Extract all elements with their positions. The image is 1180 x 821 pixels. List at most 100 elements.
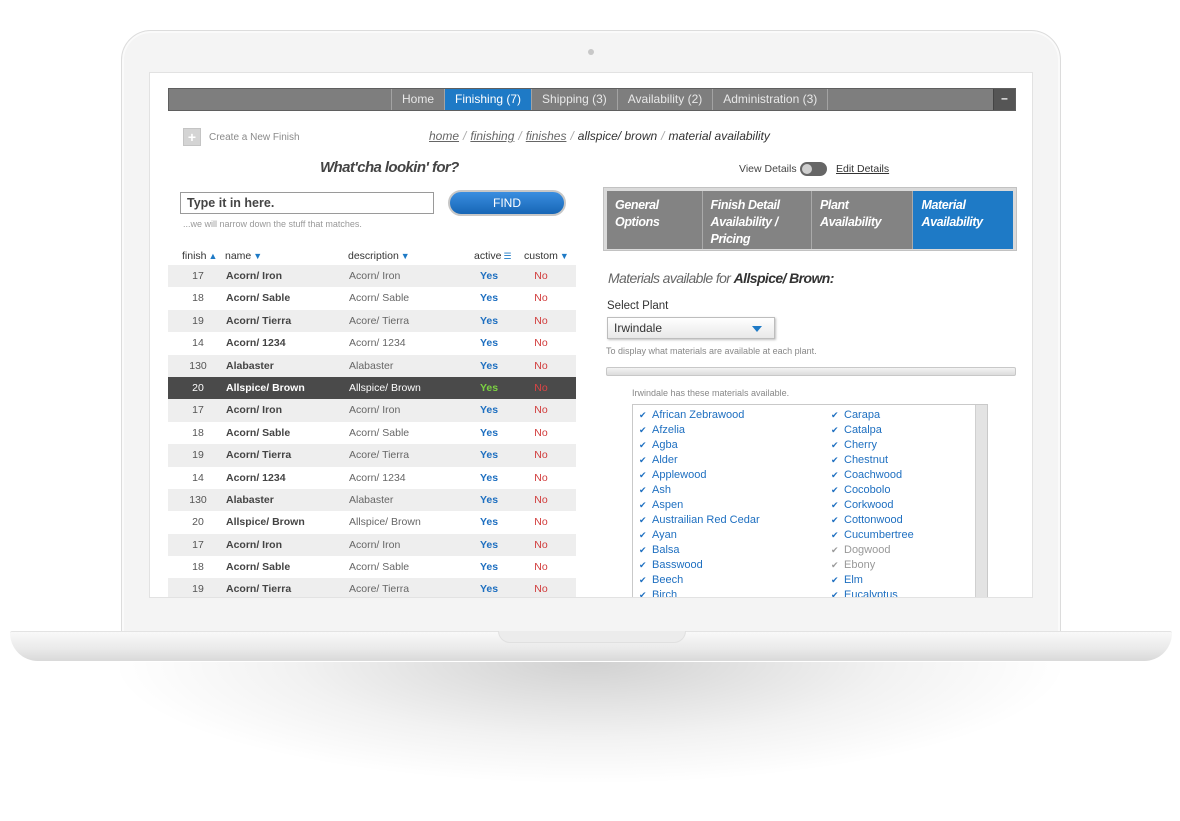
nav-finishing[interactable]: Finishing (7) bbox=[444, 89, 532, 110]
col-description[interactable]: description ▼ bbox=[348, 250, 410, 262]
col-active[interactable]: active ☰ bbox=[474, 250, 512, 262]
material-item[interactable]: ✔ Corkwood bbox=[831, 499, 914, 514]
material-item[interactable]: ✔ Cocobolo bbox=[831, 484, 914, 499]
breadcrumb-home[interactable]: home bbox=[429, 129, 460, 143]
description-cell: Allspice/ Brown bbox=[349, 516, 421, 529]
search-heading: What'cha lookin' for? bbox=[320, 159, 459, 176]
finish-cell: 18 bbox=[192, 561, 204, 574]
active-cell: Yes bbox=[479, 426, 499, 439]
material-item[interactable]: ✔ Catalpa bbox=[831, 424, 914, 439]
find-button[interactable]: FIND bbox=[448, 190, 566, 216]
description-cell: Acore/ Tierra bbox=[349, 583, 410, 596]
active-cell: Yes bbox=[479, 538, 499, 551]
table-row[interactable]: 20 Allspice/ Brown Allspice/ Brown Yes No bbox=[168, 511, 576, 533]
material-label: Balsa bbox=[652, 544, 680, 556]
materials-list: ✔ African Zebrawood ✔ Afzelia ✔ Agba ✔ Alder ✔ Ap… bbox=[632, 404, 988, 598]
col-name[interactable]: name ▼ bbox=[225, 250, 263, 262]
table-row[interactable]: 19 Acorn/ Tierra Acore/ Tierra Yes No bbox=[168, 444, 576, 467]
material-item[interactable]: ✔ Elm bbox=[831, 574, 914, 589]
custom-cell: No bbox=[534, 292, 548, 305]
material-item[interactable]: ✔ Eucalyptus bbox=[831, 589, 914, 598]
material-item[interactable]: ✔ Birch bbox=[639, 589, 760, 597]
create-new-finish-link[interactable]: + Create a New Finish bbox=[183, 128, 300, 146]
material-item[interactable]: ✔ Beech bbox=[639, 574, 760, 589]
table-row[interactable]: 130 Alabaster Alabaster Yes No bbox=[168, 354, 576, 377]
plant-select-value: Irwindale bbox=[614, 321, 663, 335]
materials-scrollbar[interactable] bbox=[975, 405, 987, 597]
details-toggle[interactable] bbox=[800, 162, 827, 176]
breadcrumb-current: material availability bbox=[668, 129, 770, 143]
table-row[interactable]: 130 Alabaster Alabaster Yes No bbox=[168, 488, 576, 512]
checkmark-icon: ✔ bbox=[639, 500, 647, 510]
table-row[interactable]: 18 Acorn/ Sable Acorn/ Sable Yes No bbox=[168, 287, 576, 309]
material-item[interactable]: ✔ Ebony bbox=[831, 559, 914, 574]
material-label: Cocobolo bbox=[844, 484, 891, 496]
table-row[interactable]: 17 Acorn/ Iron Acorn/ Iron Yes No bbox=[168, 533, 576, 557]
material-item[interactable]: ✔ Cottonwood bbox=[831, 514, 914, 529]
active-cell: Yes bbox=[479, 270, 499, 282]
material-label: Cherry bbox=[844, 439, 878, 451]
checkmark-icon: ✔ bbox=[831, 590, 839, 598]
custom-cell: No bbox=[534, 471, 548, 484]
table-row[interactable]: 14 Acorn/ 1234 Acorn/ 1234 Yes No bbox=[168, 467, 576, 489]
custom-cell: No bbox=[534, 516, 548, 529]
table-row[interactable]: 14 Acorn/ 1234 Acorn/ 1234 Yes No bbox=[168, 332, 576, 354]
nav-administration[interactable]: Administration (3) bbox=[712, 89, 829, 110]
table-row[interactable]: 17 Acorn/ Iron Acorn/ Iron Yes No bbox=[168, 265, 576, 288]
material-item[interactable]: ✔ Cucumbertree bbox=[831, 529, 914, 544]
breadcrumb-finish: allspice/ brown bbox=[577, 129, 658, 143]
col-finish[interactable]: finish ▲ bbox=[182, 250, 218, 262]
table-row[interactable]: 17 Acorn/ Iron Acorn/ Iron Yes No bbox=[168, 399, 576, 422]
table-row[interactable]: 18 Acorn/ Sable Acorn/ Sable Yes No bbox=[168, 422, 576, 444]
material-item[interactable]: ✔ Agba bbox=[639, 439, 760, 454]
table-row[interactable]: 19 Acorn/ Tierra Acore/ Tierra Yes No bbox=[168, 309, 576, 333]
material-label: Agba bbox=[652, 439, 678, 451]
finish-cell: 130 bbox=[189, 359, 207, 372]
material-item[interactable]: ✔ Basswood bbox=[639, 559, 760, 574]
material-item[interactable]: ✔ African Zebrawood bbox=[639, 409, 760, 424]
minimize-button[interactable]: – bbox=[993, 89, 1015, 110]
material-item[interactable]: ✔ Aspen bbox=[639, 499, 760, 514]
search-input[interactable] bbox=[180, 192, 434, 214]
table-row[interactable]: 20 Allspice/ Brown Allspice/ Brown Yes No bbox=[168, 376, 576, 400]
material-item[interactable]: ✔ Cherry bbox=[831, 439, 914, 454]
finish-cell: 18 bbox=[192, 426, 204, 439]
tab-material-availability[interactable]: Material Availability bbox=[913, 191, 1013, 249]
material-item[interactable]: ✔ Austrailian Red Cedar bbox=[639, 514, 760, 529]
custom-cell: No bbox=[534, 583, 548, 596]
col-custom[interactable]: custom ▼ bbox=[524, 250, 569, 262]
tab-general-options[interactable]: General Options bbox=[607, 191, 703, 249]
material-item[interactable]: ✔ Balsa bbox=[639, 544, 760, 559]
breadcrumb-finishes[interactable]: finishes bbox=[525, 129, 567, 143]
name-cell: Alabaster bbox=[226, 359, 274, 372]
plus-icon: + bbox=[183, 128, 201, 146]
active-cell: Yes bbox=[479, 359, 499, 372]
plant-select[interactable]: Irwindale bbox=[607, 317, 775, 339]
main-nav: Home Finishing (7) Shipping (3) Availabi… bbox=[168, 88, 1016, 111]
material-item[interactable]: ✔ Carapa bbox=[831, 409, 914, 424]
material-item[interactable]: ✔ Coachwood bbox=[831, 469, 914, 484]
nav-availability[interactable]: Availability (2) bbox=[616, 89, 712, 110]
nav-shipping[interactable]: Shipping (3) bbox=[531, 89, 617, 110]
finish-cell: 19 bbox=[192, 314, 204, 327]
edit-details-link[interactable]: Edit Details bbox=[836, 163, 890, 175]
material-item[interactable]: ✔ Ash bbox=[639, 484, 760, 499]
table-row[interactable]: 19 Acorn/ Tierra Acore/ Tierra Yes No bbox=[168, 578, 576, 597]
checkmark-icon: ✔ bbox=[639, 515, 647, 525]
material-item[interactable]: ✔ Alder bbox=[639, 454, 760, 469]
tab-plant-availability[interactable]: Plant Availability bbox=[811, 191, 914, 249]
material-item[interactable]: ✔ Applewood bbox=[639, 469, 760, 484]
checkmark-icon: ✔ bbox=[639, 485, 647, 495]
material-label: Ebony bbox=[844, 559, 876, 571]
material-item[interactable]: ✔ Chestnut bbox=[831, 454, 914, 469]
tab-finish-detail[interactable]: Finish Detail Availability / Pricing bbox=[702, 191, 812, 249]
checkmark-icon: ✔ bbox=[831, 515, 839, 525]
material-item[interactable]: ✔ Dogwood bbox=[831, 544, 914, 559]
active-cell: Yes bbox=[479, 583, 499, 596]
nav-home[interactable]: Home bbox=[391, 89, 444, 110]
breadcrumb-finishing[interactable]: finishing bbox=[470, 129, 515, 143]
material-item[interactable]: ✔ Afzelia bbox=[639, 424, 760, 439]
checkmark-icon: ✔ bbox=[639, 470, 647, 480]
table-row[interactable]: 18 Acorn/ Sable Acorn/ Sable Yes No bbox=[168, 556, 576, 578]
material-item[interactable]: ✔ Ayan bbox=[639, 529, 760, 544]
